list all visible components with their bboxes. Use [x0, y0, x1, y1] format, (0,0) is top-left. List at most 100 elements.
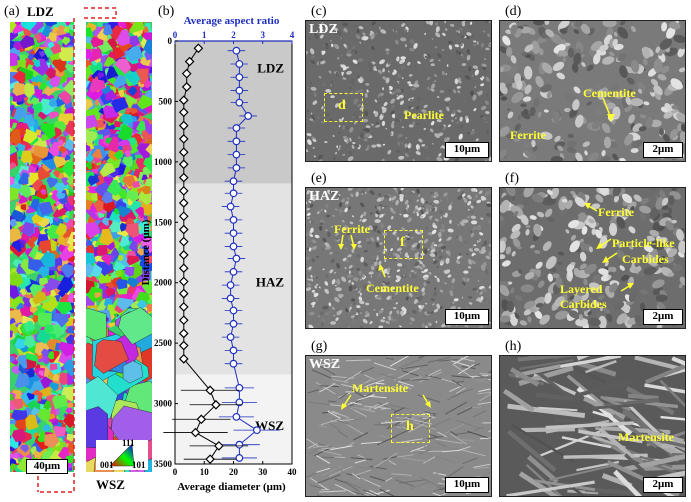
wsz-map-label: WSZ [96, 477, 125, 492]
panel-label-a: (a) [4, 4, 20, 19]
ipf-label-101: 101 [132, 460, 146, 470]
diameter-point [178, 198, 189, 208]
aspect-point [226, 202, 235, 211]
diameter-point [214, 441, 224, 451]
sem-d-label-cementite: Cementite [583, 86, 636, 100]
diameter-point [178, 288, 189, 299]
sem-f-arrows [584, 203, 634, 292]
y-tick-label: 500 [159, 96, 173, 106]
sem-image-h [499, 355, 686, 497]
sem-g-zoom-box [391, 414, 430, 443]
x-bottom-tick-label: 30 [258, 467, 268, 477]
grain-chart: 0 500 1000 1500 2000 2500 3000 3500 0 10 20 30 40 0 1 2… [135, 0, 305, 502]
sem-e-tag: HAZ [309, 189, 340, 204]
ipf-label-111: 111 [122, 438, 135, 448]
diameter-point [178, 263, 189, 274]
aspect-point [232, 254, 241, 263]
y-tick-label: 3000 [154, 399, 173, 409]
y-tick-label: 1500 [154, 217, 173, 227]
sem-h-label-martensite: Martensite [618, 430, 674, 444]
sem-d-arrows [602, 97, 615, 122]
diameter-point [181, 68, 192, 79]
x-top-tick-label: 2 [231, 30, 236, 40]
sem-g-label-martensite: Martensite [352, 381, 408, 395]
sem-h-scalebar: 2μm [643, 477, 683, 493]
sem-e-zoom-box-label: f [400, 235, 405, 250]
y-tick-label: 0 [168, 36, 173, 46]
sem-texture [500, 356, 685, 496]
sem-c-tag: LDZ [309, 22, 338, 37]
sem-g-scalebar-text: 10μm [453, 478, 481, 490]
sem-c-scalebar-text: 10μm [453, 143, 481, 155]
diameter-point [211, 399, 221, 410]
diameter-point [178, 134, 189, 144]
x-top-tick-label: 4 [290, 30, 295, 40]
diameter-point [178, 250, 189, 260]
diameter-point [178, 107, 189, 118]
aspect-point [235, 86, 244, 95]
diameter-point [205, 385, 215, 396]
wsz-highlight-box [37, 7, 117, 493]
x-bottom-tick-label: 40 [288, 467, 298, 477]
x-top-tick-label: 1 [202, 30, 207, 40]
sem-c-scalebar: 10μm [445, 142, 489, 158]
aspect-point [235, 73, 244, 82]
diameter-point [178, 211, 189, 222]
y-tick-label: 1000 [154, 157, 173, 167]
diameter-point [178, 95, 189, 106]
sem-f-label-layered: Layered [560, 282, 603, 296]
sem-c-zoom-box [324, 93, 363, 122]
sem-c-zoom-box-label: d [338, 98, 346, 113]
y-tick-label: 2000 [154, 278, 173, 288]
panel-label-d: (d) [505, 4, 522, 19]
aspect-point [235, 454, 244, 462]
ipf-key: 111 001 101 [96, 438, 148, 470]
sem-f-label-ferrite: Ferrite [598, 205, 634, 219]
aspect-point [229, 267, 238, 276]
x-top-tick-label: 0 [173, 30, 178, 40]
diameter-point [178, 172, 189, 183]
x-bottom-tick-label: 0 [173, 467, 178, 477]
diameter-point [178, 315, 189, 326]
diameter-point [178, 302, 189, 312]
panel-label-b: (b) [158, 4, 175, 19]
aspect-point [226, 281, 235, 290]
x-bottom-tick-label: 20 [229, 467, 239, 477]
aspect-point [232, 150, 241, 159]
aspect-point [229, 177, 238, 186]
sem-texture [500, 21, 685, 161]
sem-image-c [305, 20, 492, 162]
diameter-point [178, 354, 189, 364]
sem-e-scalebar-text: 10μm [453, 310, 481, 322]
diameter-point [205, 454, 215, 465]
aspect-point [232, 163, 241, 172]
sem-e-scalebar: 10μm [445, 309, 489, 325]
zone-band-haz [175, 183, 292, 375]
aspect-point [226, 294, 235, 303]
aspect-point [229, 215, 238, 224]
aspect-point [235, 383, 244, 392]
sem-h-scalebar-text: 2μm [652, 478, 674, 490]
panel-label-g: (g) [311, 339, 328, 354]
y-axis-title: Distance (μm) [140, 219, 152, 285]
ipf-label-001: 001 [100, 460, 114, 470]
aspect-point [232, 412, 241, 421]
diameter-point [181, 82, 192, 92]
aspect-point [244, 112, 253, 120]
sem-e-arrows [338, 234, 386, 278]
x-top-tick-label: 3 [261, 30, 266, 40]
sem-f-label-carbides-2: Carbides [560, 297, 607, 311]
sem-f-label-particle: Particle-like [612, 236, 675, 250]
aspect-point [229, 189, 238, 198]
sem-texture [500, 188, 685, 328]
sem-d-scalebar: 2μm [643, 142, 683, 158]
zone-label-wsz: WSZ [255, 418, 284, 433]
ebsd-scalebar-text: 40μm [33, 460, 61, 472]
aspect-point [232, 137, 241, 146]
sem-f-label-carbides-1: Carbides [622, 252, 669, 266]
ipf-triangle [109, 443, 135, 467]
aspect-point [229, 346, 238, 355]
ldz-map-label: LDZ [27, 4, 54, 19]
ebsd-scalebar: 40μm [26, 459, 68, 474]
aspect-point [235, 398, 244, 407]
